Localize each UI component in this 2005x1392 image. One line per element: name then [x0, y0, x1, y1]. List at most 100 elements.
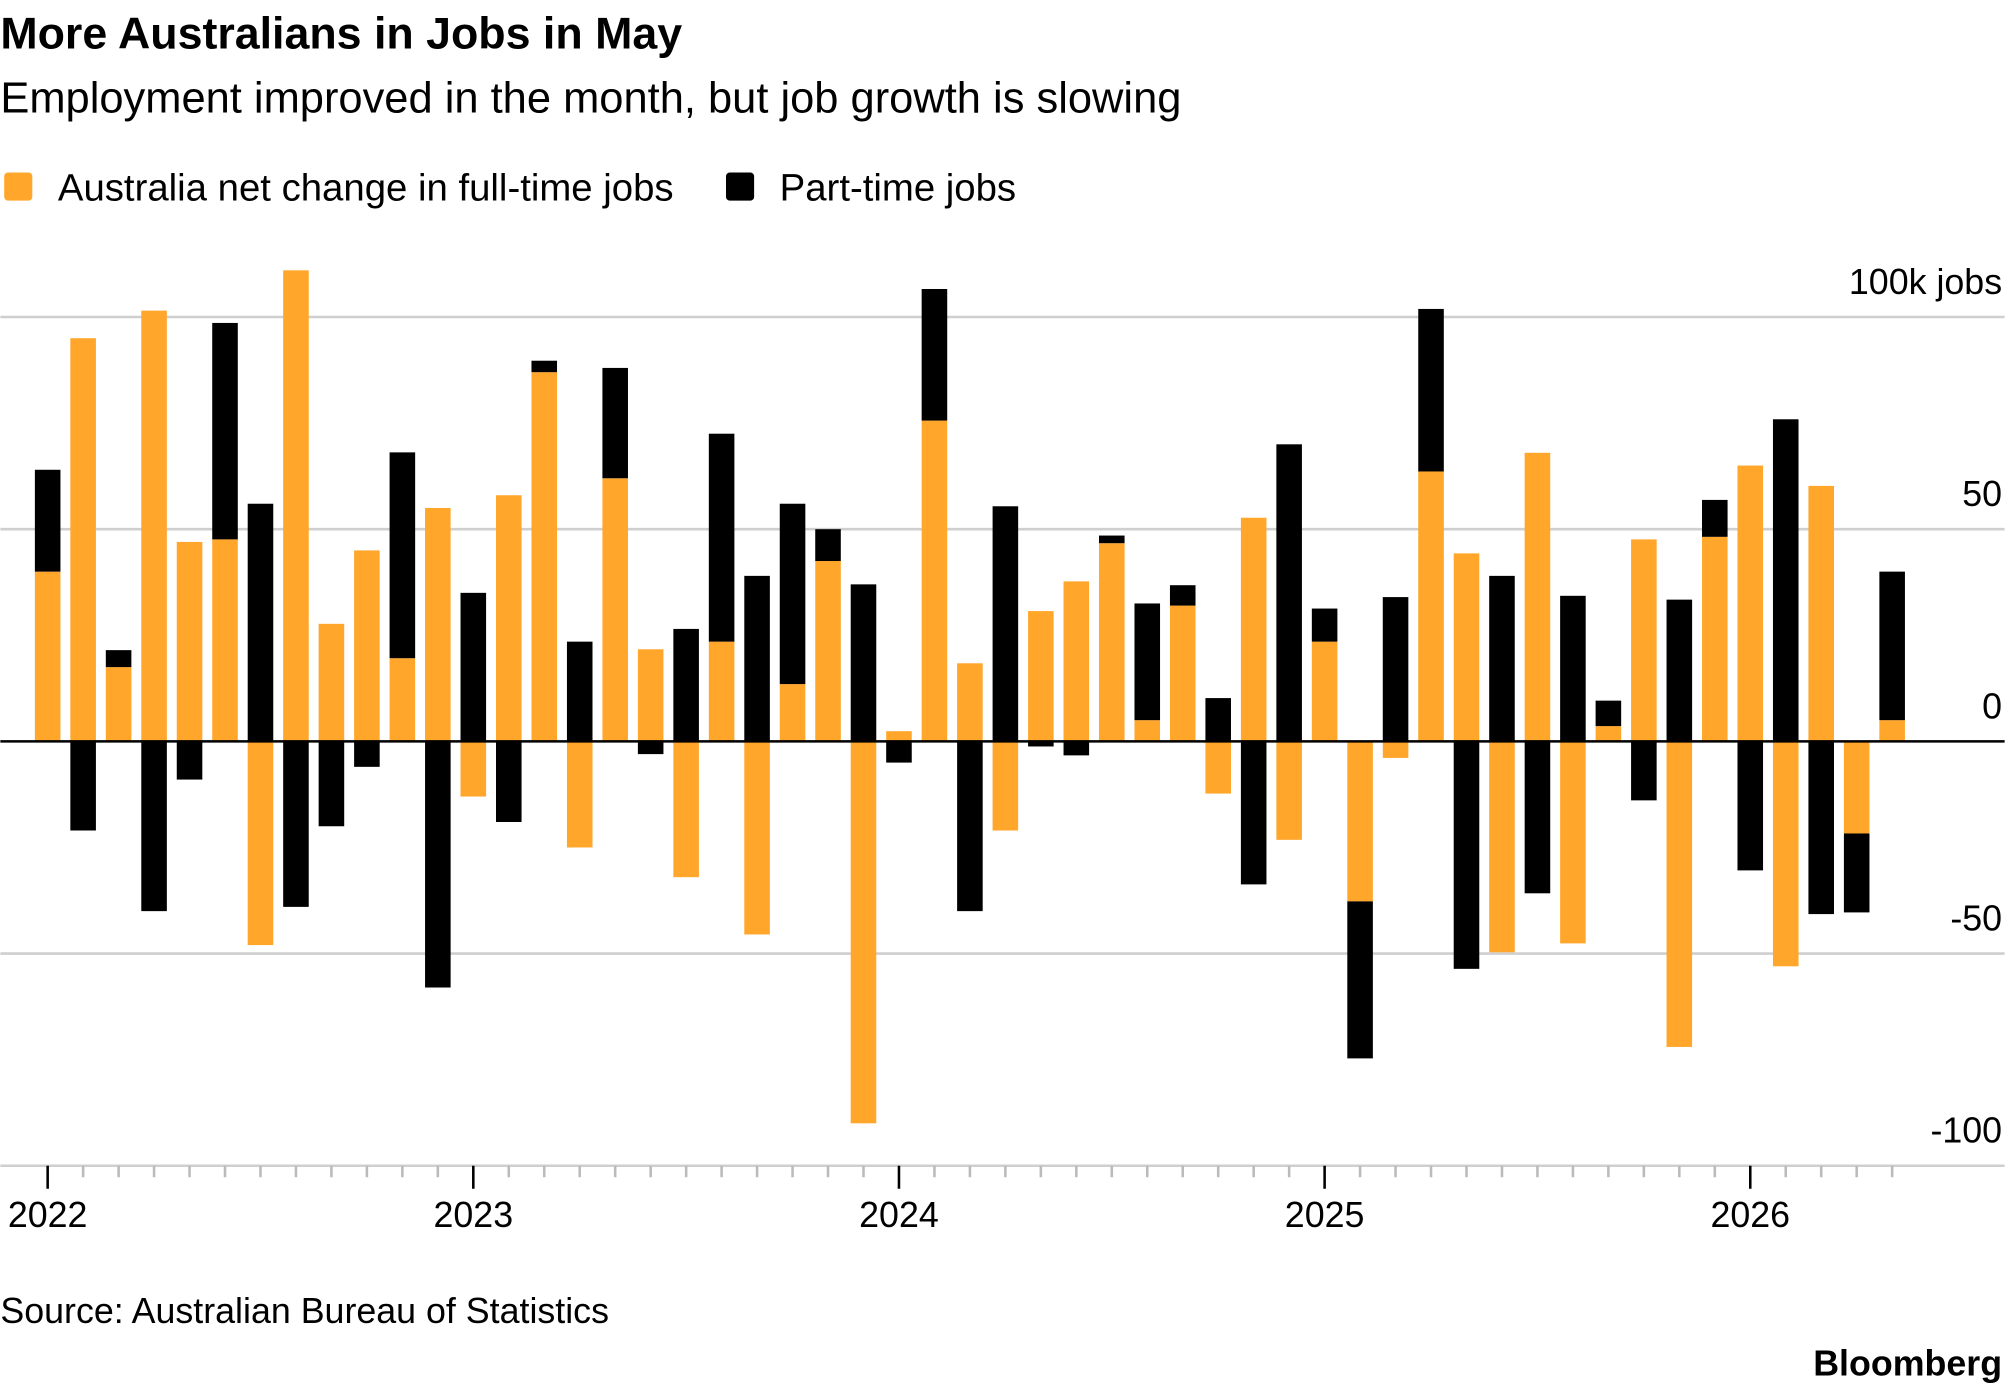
- bar: [1099, 535, 1125, 544]
- y-tick-label: 50: [1962, 474, 2002, 514]
- bar: [1524, 452, 1551, 742]
- bar: [1276, 444, 1302, 742]
- bar: [992, 506, 1019, 742]
- bar: [1666, 741, 1693, 1047]
- bar: [957, 741, 983, 912]
- bar: [176, 541, 203, 742]
- bar: [1418, 308, 1444, 472]
- bar: [1134, 603, 1161, 721]
- bar: [1879, 720, 1905, 742]
- source: Source: Australian Bureau of Statistics: [0, 1291, 609, 1331]
- bar: [1418, 471, 1444, 742]
- bar: [105, 667, 132, 742]
- bar: [247, 503, 274, 742]
- bar: [1063, 741, 1090, 756]
- x-tick-label: 2023: [434, 1195, 514, 1235]
- bar: [141, 310, 167, 742]
- bar: [283, 270, 309, 742]
- bar: [1489, 741, 1515, 953]
- bar: [1560, 595, 1586, 742]
- bar: [637, 741, 664, 755]
- x-tick-label: 2022: [8, 1195, 88, 1235]
- x-tick-label: 2026: [1710, 1195, 1790, 1235]
- bar: [247, 741, 274, 946]
- bar: [850, 584, 877, 742]
- bar: [1666, 599, 1693, 742]
- y-tick-label: 100k jobs: [1849, 262, 2002, 302]
- bar: [531, 360, 558, 373]
- bar: [212, 539, 238, 742]
- bar: [779, 684, 806, 742]
- bar: [1276, 741, 1302, 840]
- bar: [850, 741, 877, 1124]
- chart-title: More Australians in Jobs in May: [0, 10, 682, 59]
- legend-swatch: [725, 172, 755, 201]
- bar: [1808, 485, 1834, 742]
- bar: [531, 372, 558, 742]
- bar: [1205, 698, 1231, 742]
- bar: [1169, 585, 1196, 606]
- bar: [1099, 543, 1125, 742]
- bar: [318, 741, 345, 827]
- bar: [495, 495, 522, 742]
- bar: [886, 731, 912, 742]
- bar: [744, 741, 770, 935]
- bar: [566, 641, 593, 742]
- bar: [673, 741, 699, 878]
- bar: [1453, 553, 1480, 742]
- bar: [1028, 741, 1054, 747]
- legend-label: Australia net change in full-time jobs: [58, 167, 674, 210]
- bar: [637, 649, 664, 742]
- bar: [886, 741, 912, 763]
- bar: [1702, 499, 1728, 537]
- bar: [1737, 741, 1764, 871]
- bar: [141, 741, 167, 912]
- legend-swatch: [4, 172, 33, 201]
- bar: [1524, 741, 1551, 894]
- bar: [1489, 575, 1515, 742]
- bar: [1631, 539, 1657, 742]
- bar: [566, 741, 593, 848]
- bar: [460, 592, 487, 742]
- bar: [70, 338, 96, 742]
- bar: [1382, 597, 1409, 742]
- bar: [1347, 901, 1373, 1059]
- bar: [602, 478, 628, 742]
- x-tick-label: 2024: [859, 1195, 939, 1235]
- bar: [1843, 833, 1870, 913]
- bar: [70, 741, 96, 831]
- bar: [1382, 741, 1409, 758]
- chart-subtitle: Employment improved in the month, but jo…: [0, 74, 1181, 122]
- bar: [495, 741, 522, 823]
- bar: [957, 663, 983, 742]
- bar: [921, 288, 948, 421]
- bar: [673, 628, 699, 742]
- y-tick-label: -100: [1930, 1111, 2002, 1151]
- bar: [176, 741, 203, 780]
- bar: [744, 575, 770, 742]
- bar: [354, 741, 380, 767]
- bar: [1311, 608, 1338, 642]
- bar: [1240, 741, 1267, 885]
- bar: [318, 623, 345, 742]
- legend-label: Part-time jobs: [780, 167, 1016, 210]
- bar: [212, 322, 238, 540]
- bar: [1772, 741, 1799, 967]
- bar: [708, 641, 735, 742]
- x-tick-label: 2025: [1285, 1195, 1365, 1235]
- bar: [1311, 641, 1338, 742]
- bar: [1808, 741, 1834, 915]
- bar: [992, 741, 1019, 831]
- bar: [815, 561, 841, 742]
- bar: [34, 469, 61, 572]
- bar: [1240, 517, 1267, 742]
- bar: [1595, 700, 1622, 727]
- credit: Bloomberg: [1813, 1343, 2002, 1383]
- bar: [389, 658, 416, 742]
- bar: [1772, 419, 1799, 742]
- bar: [1702, 536, 1728, 742]
- bar: [425, 507, 451, 742]
- bar: [815, 529, 841, 562]
